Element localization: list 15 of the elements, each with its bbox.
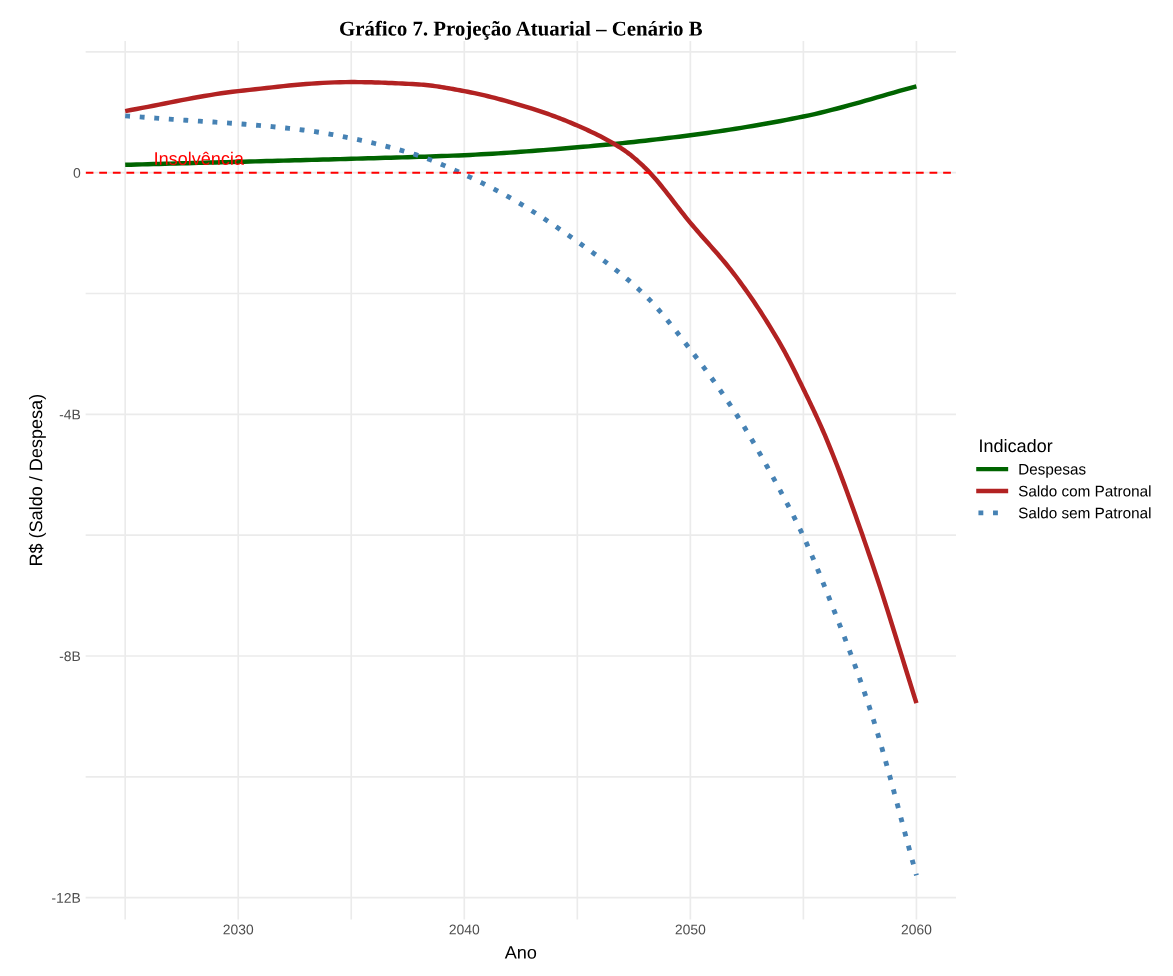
chart-title: Gráfico 7. Projeção Atuarial – Cenário B [340,20,703,40]
x-tick-label: 2050 [675,924,706,935]
legend-title: Indicador [980,438,1053,453]
y-tick-label: 0 [73,168,81,178]
x-axis-title: Ano [504,946,537,959]
x-tick-label: 2030 [223,924,254,935]
x-tick-label: 2040 [449,924,480,935]
y-tick-label: -4B [59,409,81,420]
x-tick-label: 2060 [901,924,932,935]
legend-label: Despesas [1019,463,1086,478]
y-tick-label: -12B [52,892,81,903]
legend-label: Saldo sem Patronal [1018,507,1151,519]
y-tick-label: -8B [59,651,81,662]
y-axis-title: R$ (Saldo / Despesa) [28,395,46,566]
legend-label: Saldo com Patronal [1018,485,1151,497]
